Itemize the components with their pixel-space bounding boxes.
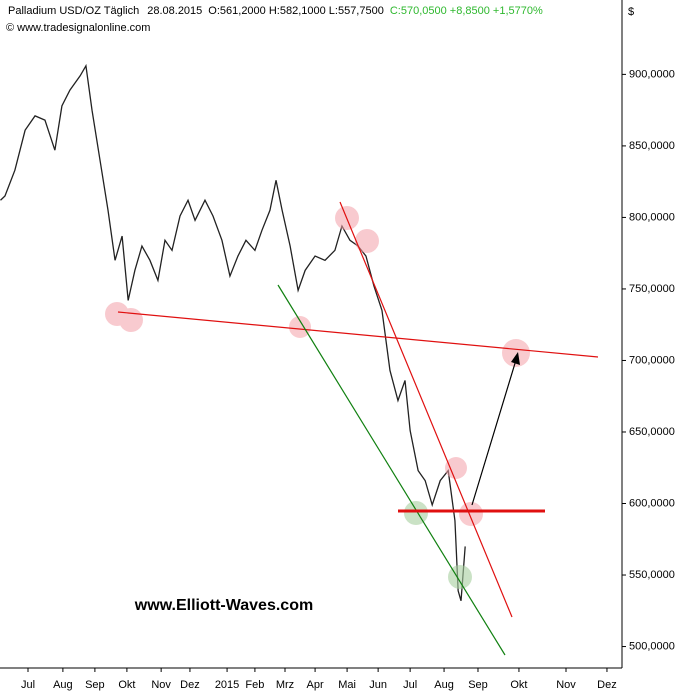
x-tick-label: Aug [53, 679, 73, 691]
x-tick-label: Jul [21, 679, 35, 691]
header: Palladium USD/OZ Täglich 28.08.2015 O:561,… [8, 5, 543, 17]
x-tick-label: Sep [85, 679, 105, 691]
y-tick-label: 800,0000 [629, 211, 675, 223]
title: Palladium USD/OZ Täglich [8, 5, 139, 17]
x-tick-label: Jul [403, 679, 417, 691]
plot-area [0, 63, 466, 601]
y-tick-label: 500,0000 [629, 640, 675, 652]
annotations [105, 201, 599, 656]
y-tick-label: 700,0000 [629, 354, 675, 366]
x-tick-label: 2015 [215, 679, 239, 691]
currency: $ [628, 6, 634, 18]
y-axis-panel [622, 0, 684, 668]
price-line [0, 63, 466, 601]
x-tick-label: Okt [510, 679, 527, 691]
y-tick-label: 900,0000 [629, 68, 675, 80]
x-tick-label: Feb [245, 679, 264, 691]
close: C:570,0500 +8,8500 +1,5770% [390, 5, 543, 17]
x-tick-label: Sep [468, 679, 488, 691]
x-tick-label: Mai [338, 679, 356, 691]
y-tick-label: 850,0000 [629, 140, 675, 152]
x-tick-label: Apr [307, 679, 324, 691]
y-tick-label: 600,0000 [629, 497, 675, 509]
y-tick-label: 550,0000 [629, 569, 675, 581]
x-tick-label: Nov [151, 679, 171, 691]
x-tick-label: Dez [180, 679, 200, 691]
x-tick-label: Mrz [276, 679, 294, 691]
source: © www.tradesignalonline.com [6, 22, 150, 34]
x-tick-label: Dez [597, 679, 617, 691]
date: 28.08.2015 [147, 5, 202, 17]
y-tick-label: 750,0000 [629, 283, 675, 295]
y-tick-label: 650,0000 [629, 426, 675, 438]
ohl: O:561,2000 H:582,1000 L:557,7500 [208, 5, 384, 17]
x-tick-label: Nov [556, 679, 576, 691]
x-tick-label: Aug [434, 679, 454, 691]
x-tick-label: Jun [369, 679, 387, 691]
x-tick-label: Okt [118, 679, 135, 691]
watermark: www.Elliott-Waves.com [134, 597, 313, 614]
